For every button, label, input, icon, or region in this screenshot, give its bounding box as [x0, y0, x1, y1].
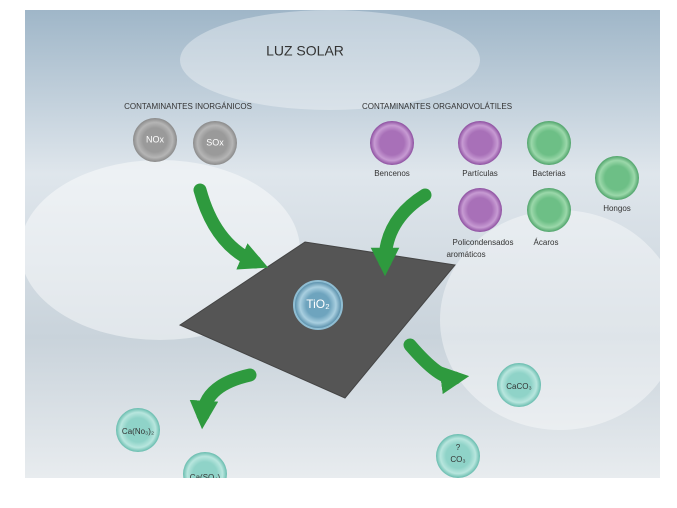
- sky-background: [25, 10, 660, 478]
- pollutant-label: Bencenos: [374, 169, 410, 178]
- arrows: [189, 183, 470, 430]
- pollutant-circle: [133, 118, 177, 162]
- pollutant-label: SOx: [206, 137, 224, 147]
- product-circle: [116, 408, 160, 452]
- arrow: [370, 188, 432, 277]
- title: LUZ SOLAR: [266, 43, 344, 59]
- pollutant-circle: [595, 156, 639, 200]
- catalyst-label: TiO₂: [306, 297, 330, 311]
- pollutant-circle: [527, 188, 571, 232]
- pollutant-label: NOx: [146, 134, 165, 144]
- pollutant-label: Hongos: [603, 204, 631, 213]
- pollutant-label: Policondensados: [453, 238, 514, 247]
- pollutant-label: Bacterias: [532, 169, 565, 178]
- pollutant-circle: [370, 121, 414, 165]
- pollutant-circle: [458, 188, 502, 232]
- product-label: CaCO₃: [506, 382, 531, 391]
- product-circle: [436, 434, 480, 478]
- product-label: ?: [456, 443, 461, 452]
- pollutant-circle: [527, 121, 571, 165]
- arrow: [403, 338, 470, 395]
- cloud: [180, 10, 480, 110]
- cloud: [440, 210, 677, 430]
- pollutant-circle: [193, 121, 237, 165]
- bottom-margin: [0, 478, 677, 503]
- pollutant-label: Ácaros: [534, 238, 559, 247]
- product-label: Ca(SO₄): [190, 473, 221, 482]
- group-label: CONTAMINANTES ORGANOVOLÁTILES: [362, 102, 512, 111]
- pollutant-label: Partículas: [462, 169, 498, 178]
- product-label: Ca(No₃)₂: [122, 427, 154, 436]
- arrow: [189, 368, 257, 430]
- pollutant-label: aromáticos: [446, 250, 485, 259]
- catalyst-circle: [293, 280, 343, 330]
- pollutant-circle: [458, 121, 502, 165]
- product-label: CO₃: [450, 455, 465, 464]
- product-circle: [497, 363, 541, 407]
- arrow: [193, 183, 269, 270]
- group-label: CONTAMINANTES INORGÁNICOS: [124, 102, 252, 111]
